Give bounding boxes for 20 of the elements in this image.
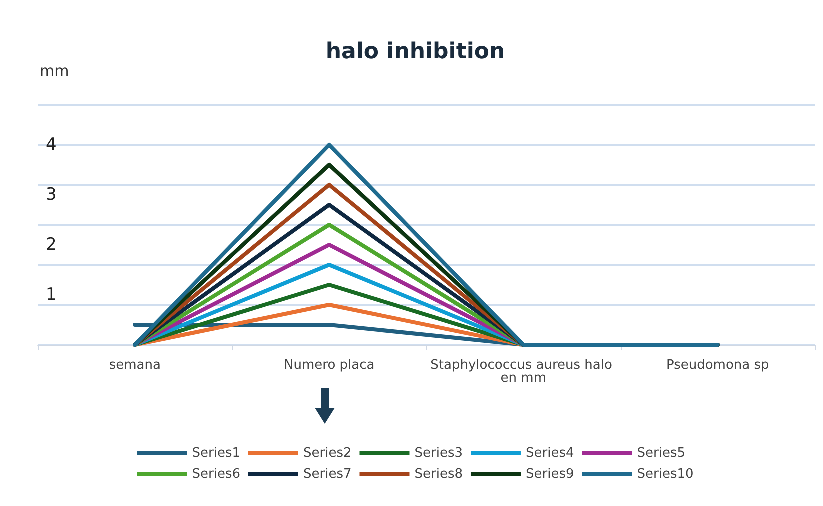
y-tick-label: 2: [46, 235, 57, 255]
legend-label: Series3: [414, 446, 463, 461]
legend-label: Series4: [526, 446, 574, 461]
x-tick-label: Pseudomona sp: [666, 358, 770, 373]
legend-label: Series2: [303, 446, 352, 461]
legend-label: Series10: [637, 467, 694, 482]
x-tick-label: Staphylococcus aureus halo en mm: [430, 358, 617, 386]
legend-label: Series1: [192, 446, 240, 461]
x-tick-label: semana: [109, 358, 161, 373]
y-tick-label: 3: [46, 185, 57, 205]
legend-label: Series5: [637, 446, 686, 461]
x-tick-label: Numero placa: [284, 358, 375, 373]
y-tick-label: 1: [46, 285, 57, 305]
chart-title: halo inhibition: [326, 40, 506, 64]
y-axis-title: mm: [40, 62, 70, 80]
legend-label: Series9: [526, 467, 574, 482]
legend-label: Series8: [414, 467, 463, 482]
legend-label: Series6: [192, 467, 240, 482]
y-tick-label: 4: [46, 135, 57, 155]
legend-label: Series7: [303, 467, 352, 482]
